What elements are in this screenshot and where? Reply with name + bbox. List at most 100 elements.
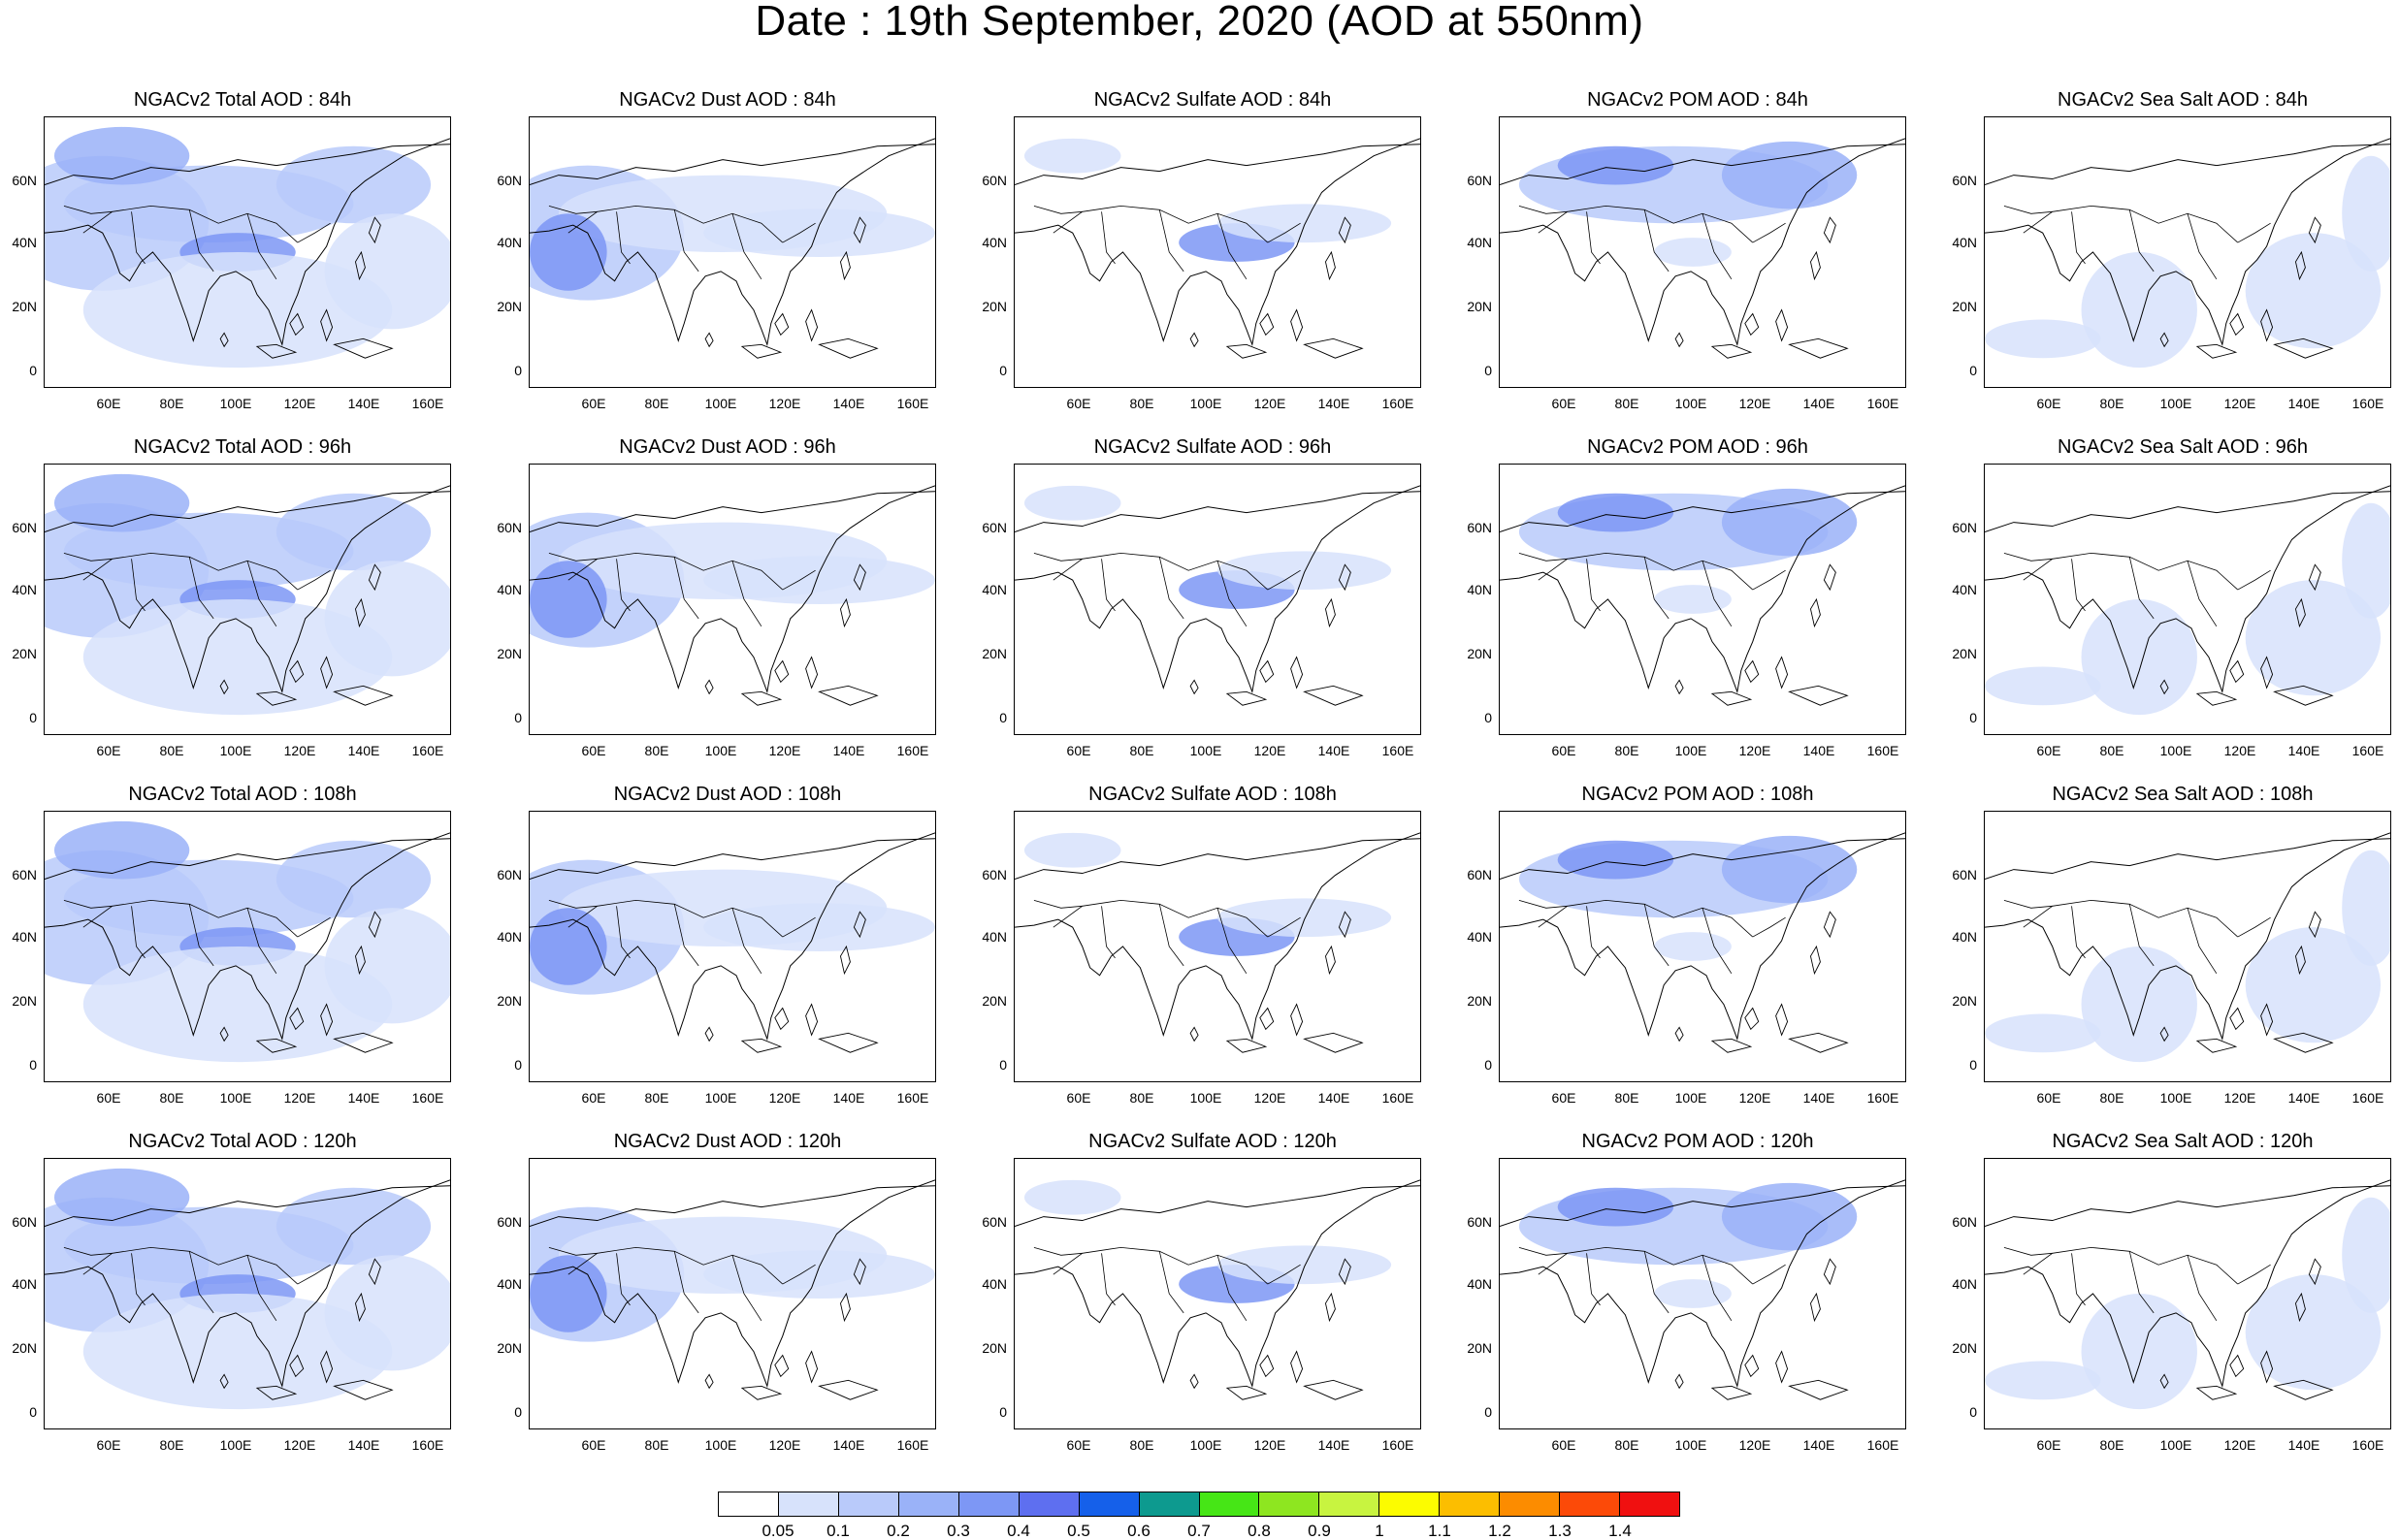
country-border — [731, 561, 762, 627]
island-outline — [354, 250, 366, 281]
country-border — [1752, 1264, 1786, 1285]
island-outline — [1674, 1026, 1684, 1043]
country-border — [782, 569, 816, 591]
island-outline — [704, 679, 714, 695]
x-tick-label: 60E — [581, 743, 606, 758]
coastline — [1500, 1185, 1905, 1227]
y-tick-label: 20N — [1952, 993, 1977, 1009]
island-outline — [255, 343, 298, 359]
panel-title: NGACv2 Sea Salt AOD : 108h — [2052, 784, 2314, 805]
x-tick-label: 140E — [832, 396, 865, 411]
island-outline — [1303, 1032, 1364, 1053]
y-tick-label: 60N — [497, 867, 522, 882]
aod-shading — [2342, 155, 2390, 272]
colorbar-label: 0.9 — [1308, 1522, 1331, 1540]
country-border — [1033, 899, 1083, 909]
coastline — [1015, 838, 1420, 880]
island-outline — [2229, 1354, 2245, 1378]
y-tick-label: 40N — [1952, 929, 1977, 945]
map-svg — [1015, 138, 1420, 359]
island-outline — [255, 1038, 298, 1053]
country-border — [2187, 561, 2218, 627]
country-border — [1053, 205, 1269, 243]
x-tick-label: 140E — [1317, 1090, 1350, 1106]
island-outline — [1710, 1038, 1753, 1053]
x-tick-label: 120E — [283, 1437, 316, 1453]
map-svg — [1500, 832, 1905, 1053]
y-tick-label: 60N — [497, 173, 522, 188]
country-border — [548, 205, 598, 214]
country-border — [731, 213, 762, 280]
x-tick-label: 80E — [1129, 743, 1154, 758]
y-tick-label: 20N — [497, 299, 522, 314]
country-border — [1033, 205, 1083, 214]
panel-title: NGACv2 Total AOD : 84h — [133, 89, 352, 111]
country-border — [2071, 906, 2086, 959]
aod-shading — [2342, 850, 2390, 966]
map-plot-area — [44, 116, 451, 388]
country-border — [1267, 569, 1301, 591]
country-border — [63, 205, 113, 214]
country-border — [2187, 1255, 2218, 1322]
aod-shading — [1985, 1361, 2101, 1400]
x-tick-label: 80E — [1614, 743, 1639, 758]
coastline — [1015, 1185, 1420, 1227]
country-border — [731, 1255, 762, 1322]
island-outline — [1290, 1003, 1304, 1037]
x-tick-label: 120E — [1253, 743, 1286, 758]
colorbar-label: 0.1 — [827, 1522, 850, 1540]
island-outline — [740, 1038, 783, 1053]
map-panel: NGACv2 Total AOD : 120h 60N 40N 20N 0 60E 80E 1… — [0, 1131, 485, 1478]
island-outline — [805, 1350, 819, 1384]
y-tick-label: 40N — [1467, 235, 1492, 250]
x-tick-label: 100E — [1674, 1090, 1707, 1106]
island-outline — [805, 656, 819, 690]
panel-title: NGACv2 Sea Salt AOD : 96h — [2058, 436, 2308, 458]
colorbar-labels: 0.05 0.1 0.2 0.3 0.4 0.5 0.6 0.7 0.8 0.9 1 1.1 1.2 1.… — [718, 1523, 1680, 1540]
island-outline — [1674, 679, 1684, 695]
x-tick-label: 140E — [1802, 743, 1835, 758]
island-outline — [1809, 250, 1821, 281]
map-plot-area — [529, 116, 936, 388]
colorbar-swatch — [1500, 1492, 1561, 1516]
country-border — [131, 559, 146, 612]
x-tick-label: 160E — [411, 396, 444, 411]
island-outline — [774, 1007, 790, 1031]
x-tick-label: 80E — [644, 1437, 669, 1453]
country-border — [297, 222, 331, 243]
main-title: Date : 19th September, 2020 (AOD at 550n… — [755, 0, 1644, 45]
colorbar-swatch — [1379, 1492, 1441, 1516]
x-tick-label: 160E — [2351, 396, 2384, 411]
country-border — [297, 1264, 331, 1285]
x-tick-label: 100E — [1674, 743, 1707, 758]
coastline — [1985, 1185, 2390, 1227]
country-border — [2187, 213, 2218, 280]
island-outline — [704, 332, 714, 348]
island-outline — [839, 1292, 851, 1323]
map-svg — [1985, 1179, 2390, 1410]
island-outline — [1674, 1373, 1684, 1390]
island-outline — [2260, 308, 2274, 342]
country-border — [1518, 552, 1568, 561]
y-tick-label: 40N — [982, 235, 1007, 250]
x-tick-label: 60E — [1551, 1437, 1576, 1453]
country-border — [297, 569, 331, 591]
x-tick-label: 120E — [2223, 396, 2256, 411]
aod-shading — [1557, 1187, 1674, 1227]
aod-shading — [1985, 1013, 2101, 1053]
x-tick-label: 120E — [283, 1090, 316, 1106]
map-svg — [1985, 832, 2390, 1063]
y-tick-label: 60N — [1952, 173, 1977, 188]
island-outline — [1674, 332, 1684, 348]
map-panel: NGACv2 Sea Salt AOD : 120h 60N 40N 20N 0 60E 8… — [1940, 1131, 2399, 1478]
x-tick-label: 160E — [411, 1090, 444, 1106]
colorbar-swatch — [1440, 1492, 1501, 1516]
x-tick-label: 140E — [1317, 1437, 1350, 1453]
y-tick-label: 40N — [497, 1276, 522, 1292]
y-tick-label: 60N — [1467, 520, 1492, 535]
y-tick-label: 20N — [497, 993, 522, 1009]
country-border — [1518, 1246, 1568, 1256]
y-tick-label: 20N — [1952, 299, 1977, 314]
x-tick-label: 120E — [1253, 1090, 1286, 1106]
island-outline — [2294, 250, 2306, 281]
